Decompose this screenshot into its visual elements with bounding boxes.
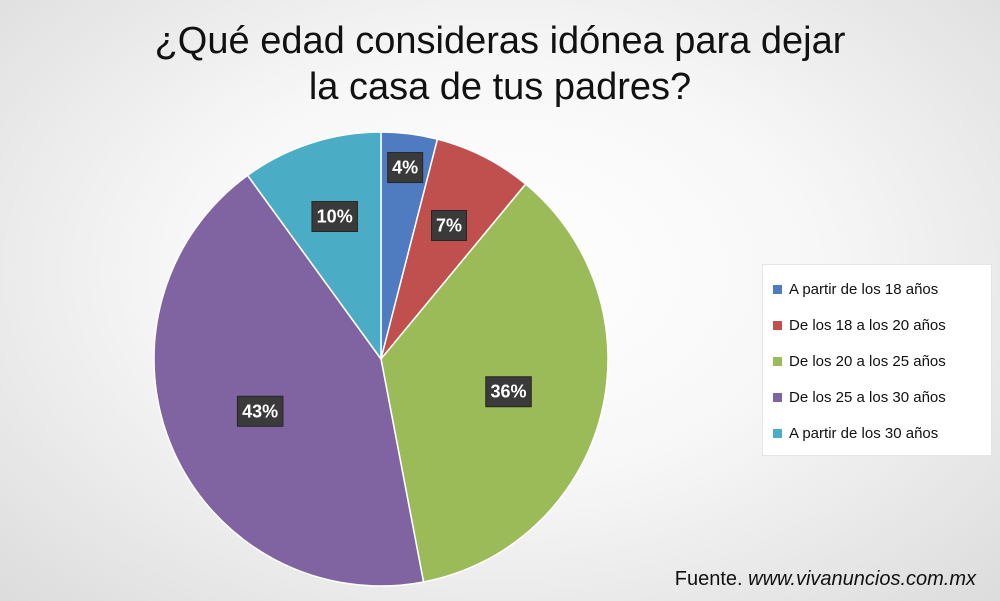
data-label-box [387, 152, 424, 184]
data-label-box [311, 201, 358, 233]
legend-item-5: A partir de los 30 años [773, 421, 938, 445]
data-label-text: 10% [317, 207, 353, 227]
data-label-box [431, 210, 468, 242]
legend-item-1: A partir de los 18 años [773, 277, 938, 301]
legend-swatch [773, 392, 782, 402]
data-label-box [236, 395, 284, 427]
legend-label: De los 20 a los 25 años [789, 352, 946, 370]
legend-swatch [773, 428, 782, 438]
legend-item-4: De los 25 a los 30 años [773, 385, 946, 409]
data-label-text: 36% [491, 382, 527, 402]
legend-label: De los 18 a los 20 años [789, 316, 946, 334]
chart-title-line-1: ¿Qué edad consideras idónea para dejar [154, 20, 846, 62]
legend-item-2: De los 18 a los 20 años [773, 313, 946, 337]
pie-data-labels: 4% 7% 36% 43% 10% [236, 152, 532, 427]
data-label-text: 43% [242, 401, 278, 421]
legend-label: A partir de los 18 años [789, 280, 939, 298]
legend-label: A partir de los 30 años [789, 424, 939, 442]
chart-title: ¿Qué edad consideras idónea para dejar l… [0, 18, 1000, 110]
data-label-text: 7% [436, 216, 462, 236]
legend: A partir de los 18 años De los 18 a los 2… [762, 264, 992, 456]
data-label-3: 36% [485, 376, 532, 408]
data-label-2: 7% [431, 210, 468, 242]
data-label-1: 4% [387, 152, 424, 184]
pie-slice-5 [246, 131, 382, 362]
source-prefix: Fuente. [674, 568, 743, 590]
data-label-text: 4% [392, 158, 418, 178]
chart-title-line-2: la casa de tus padres? [308, 66, 692, 108]
legend-swatch [773, 356, 782, 366]
data-label-4: 43% [236, 395, 284, 427]
legend-swatch [773, 284, 782, 294]
source-url: www.vivanuncios.com.mx [748, 568, 976, 590]
legend-label: De los 25 a los 30 años [789, 388, 946, 406]
legend-swatch [773, 320, 782, 330]
data-label-box [485, 376, 532, 408]
data-label-5: 10% [311, 201, 358, 233]
pie-slice-4 [153, 174, 425, 587]
source-note: Fuente. www.vivanuncios.com.mx [675, 568, 976, 591]
pie-slices [153, 131, 609, 587]
legend-item-3: De los 20 a los 25 años [773, 349, 946, 373]
